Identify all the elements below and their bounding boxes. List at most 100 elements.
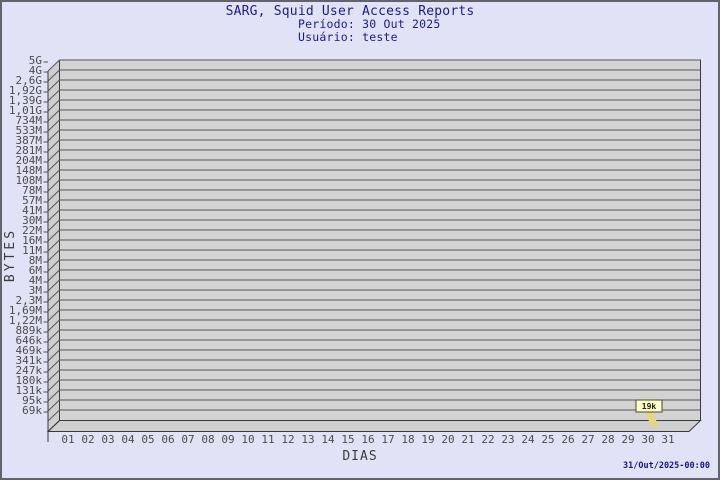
x-tick-label: 22 [481,433,494,446]
y-tick-label: 95k [22,394,42,407]
x-tick-label: 18 [401,433,414,446]
x-tick-label: 31 [661,433,674,446]
y-tick-label: 469k [16,344,43,357]
y-depth-line [47,199,60,212]
y-tick-label: 8M [29,254,43,267]
y-depth-line [47,189,60,202]
y-tick-label: 41M [22,204,42,217]
x-tick-label: 10 [241,433,254,446]
y-tick-label: 889k [16,324,43,337]
x-tick-label: 07 [181,433,194,446]
y-tick-label: 1,92G [9,84,42,97]
y-depth-line [47,219,60,232]
y-tick-label: 1,69M [9,304,42,317]
y-depth-line [47,239,60,252]
y-tick-label: 3M [29,284,43,297]
y-depth-line [47,139,60,152]
y-depth-line [47,369,60,382]
y-depth-line [47,379,60,392]
x-tick-label: 03 [101,433,114,446]
x-tick-label: 17 [381,433,394,446]
y-depth-line [47,279,60,292]
y-depth-line [47,79,60,92]
y-tick-label: 734M [16,114,43,127]
report-timestamp: 31/Out/2025-00:00 [623,461,710,471]
x-tick-label: 06 [161,433,174,446]
floor-3d [46,420,702,432]
y-tick-label: 1,22M [9,314,42,327]
x-tick-label: 12 [281,433,294,446]
x-tick-label: 24 [521,433,535,446]
y-depth-line [47,229,60,242]
y-depth-line [47,179,60,192]
flag-tail [645,412,659,427]
y-depth-line [47,399,60,412]
y-depth-line [47,119,60,132]
x-tick-label: 19 [421,433,434,446]
x-tick-label: 15 [341,433,354,446]
y-depth-line [47,289,60,302]
y-depth-line [47,249,60,262]
y-depth-line [47,129,60,142]
y-tick-label: 2,3M [16,294,43,307]
y-depth-line [47,309,60,322]
x-tick-label: 08 [201,433,214,446]
x-tick-label: 16 [361,433,374,446]
y-depth-line [47,349,60,362]
x-tick-label: 26 [561,433,574,446]
y-depth-line [47,319,60,332]
y-tick-label: 4G [29,64,42,77]
x-tick-label: 09 [221,433,234,446]
chart-subtitle-period: Período: 30 Out 2025 [298,17,440,31]
x-axis-title: DIAS [342,449,377,464]
y-tick-label: 341k [16,354,43,367]
data-flag [635,399,663,413]
x-tick-label: 29 [621,433,634,446]
y-tick-label: 6M [29,264,43,277]
x-tick-label: 23 [501,433,514,446]
y-depth-line [47,99,60,112]
y-tick-label: 1,39G [9,94,42,107]
y-tick-label: 1,01G [9,104,42,117]
y-tick-label: 4M [29,274,43,287]
y-depth-line [47,69,60,82]
x-tick-label: 21 [461,433,474,446]
y-tick-label: 180k [16,374,43,387]
y-tick-label: 281M [16,144,43,157]
y-tick-label: 57M [22,194,42,207]
y-depth-line [47,409,60,422]
y-tick-label: 22M [22,224,42,237]
x-tick-label: 27 [581,433,594,446]
y-depth-line [47,89,60,102]
y-depth-line [47,159,60,172]
y-depth-line [47,299,60,312]
y-depth-line [47,329,60,342]
x-tick-label: 05 [141,433,154,446]
y-depth-line [47,359,60,372]
y-depth-line [47,269,60,282]
y-depth-line [47,59,60,72]
y-tick-label: 533M [16,124,43,137]
plot-area-3d: 5G4G2,6G1,92G1,39G1,01G734M533M387M281M2… [9,54,702,446]
y-axis-title: BYTES [3,228,18,282]
y-tick-label: 69k [22,404,42,417]
y-depth-line [47,339,60,352]
x-tick-label: 20 [441,433,454,446]
x-tick-label: 14 [321,433,335,446]
y-tick-label: 78M [22,184,42,197]
y-tick-label: 108M [16,174,43,187]
x-tick-label: 25 [541,433,554,446]
y-tick-label: 5G [29,54,42,67]
y-tick-label: 30M [22,214,42,227]
y-depth-line [47,169,60,182]
y-depth-line [47,389,60,402]
flag-value-label: 19k [642,402,657,411]
y-tick-label: 16M [22,234,42,247]
bottom-depth-edge [47,420,60,432]
chart-title: SARG, Squid User Access Reports [226,4,475,19]
x-tick-label: 11 [261,433,274,446]
y-tick-label: 247k [16,364,43,377]
